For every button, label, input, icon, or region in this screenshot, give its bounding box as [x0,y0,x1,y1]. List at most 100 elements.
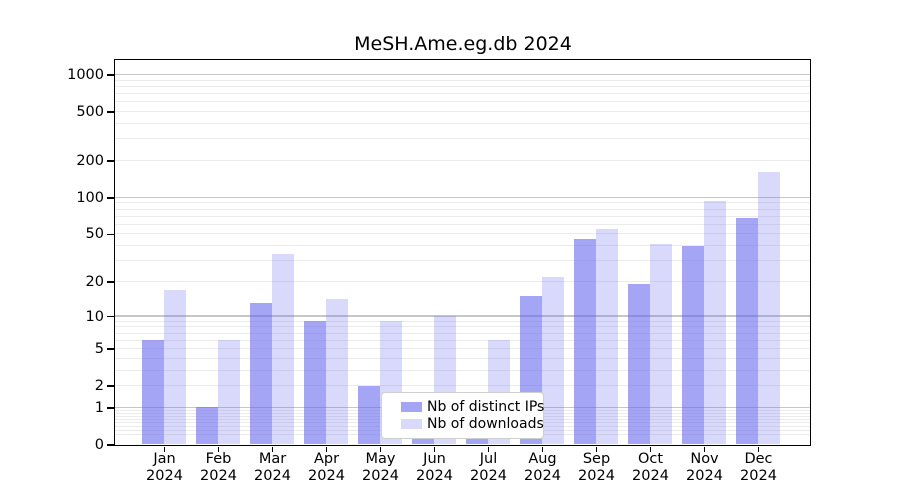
x-tick-label-apr: Apr 2024 [291,451,363,485]
month-label: Jun [423,451,446,467]
x-tick-oct [649,446,652,452]
gridline-minor-90 [114,202,810,204]
x-tick-label-jan: Jan 2024 [129,451,201,485]
y-tick-label-50: 50 [85,226,104,243]
gridline-minor-9 [114,320,810,322]
y-tick-100 [107,197,114,199]
bar-downloads-sep [596,228,618,445]
year-label: 2024 [146,468,183,484]
gridline-major-1000 [114,73,810,76]
y-tick-label-2: 2 [94,378,104,395]
x-tick-dec [757,446,760,452]
gridline-minor-700 [114,93,810,95]
plot-area [113,58,811,446]
legend-item-downloads: Nb of downloads [401,416,544,432]
year-label: 2024 [362,468,399,484]
month-label: Apr [313,451,340,467]
month-label: Feb [205,451,232,467]
gridline-minor-30 [114,260,810,262]
gridline-major-100 [114,196,810,198]
gridline-minor-70 [114,215,810,217]
y-tick-label-1000: 1000 [67,67,104,84]
x-tick-may [379,446,382,452]
x-tick-label-dec: Dec 2024 [723,451,795,485]
year-label: 2024 [416,468,453,484]
y-tick-1000 [107,74,114,76]
x-tick-label-may: May 2024 [345,451,417,485]
year-label: 2024 [524,468,561,484]
bar-distinct-ips-dec [736,217,758,445]
bar-downloads-mar [272,254,294,445]
gridline-minor-800 [114,85,810,87]
gridline-minor-20 [114,280,810,282]
gridline-minor-4 [114,357,810,359]
month-label: Dec [744,451,773,467]
x-tick-label-mar: Mar 2024 [237,451,309,485]
month-label: Jul [479,451,498,467]
x-tick-label-jun: Jun 2024 [399,451,471,485]
y-tick-10 [107,315,114,318]
year-label: 2024 [470,468,507,484]
y-tick-label-0: 0 [94,437,104,453]
x-tick-jan [163,446,166,452]
x-tick-aug [541,446,544,452]
x-tick-label-feb: Feb 2024 [183,451,255,485]
gridline-minor-900 [114,79,810,81]
chart-title: MeSH.Ame.eg.db 2024 [354,33,572,55]
gridline-minor-60 [114,223,810,225]
gridline-minor-200 [114,160,810,162]
y-tick-20 [107,281,114,283]
bar-downloads-oct [650,244,672,445]
month-label: Aug [528,451,557,467]
y-tick-label-1: 1 [94,399,104,416]
x-tick-label-sep: Sep 2024 [561,451,633,485]
gridline-minor-2 [114,385,810,387]
year-label: 2024 [308,468,345,484]
month-label: Sep [582,451,611,467]
y-tick-label-200: 200 [76,153,104,170]
x-tick-nov [703,446,706,452]
y-tick-label-20: 20 [85,273,104,290]
bar-distinct-ips-jan [142,340,164,445]
year-label: 2024 [632,468,669,484]
y-tick-50 [107,233,114,236]
bar-downloads-dec [758,172,780,445]
legend-swatch-distinct-ips [401,402,422,412]
gridline-minor-6 [114,339,810,341]
bar-downloads-jan [164,289,186,445]
y-tick-5 [107,348,114,350]
bar-distinct-ips-oct [628,284,650,445]
y-tick-0 [107,444,114,446]
bar-distinct-ips-sep [574,239,596,445]
month-label: Nov [690,451,719,467]
x-tick-jul [487,446,490,452]
year-label: 2024 [200,468,237,484]
gridline-minor-400 [114,123,810,125]
bar-distinct-ips-may [358,385,380,445]
gridline-major-10 [114,315,810,317]
month-label: Jan [153,451,176,467]
month-label: May [365,451,396,467]
gridline-minor-50 [114,233,810,235]
gridline-minor-5 [114,348,810,350]
x-tick-label-nov: Nov 2024 [669,451,741,485]
bar-distinct-ips-nov [682,245,704,445]
gridline-minor-80 [114,208,810,210]
legend: Nb of distinct IPs Nb of downloads [381,392,544,439]
gridline-minor-40 [114,245,810,247]
bar-downloads-aug [542,276,564,445]
y-tick-label-100: 100 [76,189,104,206]
x-tick-sep [595,446,598,452]
x-tick-apr [325,446,328,452]
y-tick-200 [107,160,114,162]
x-tick-feb [217,446,220,452]
x-tick-mar [271,446,274,452]
year-label: 2024 [740,468,777,484]
year-label: 2024 [686,468,723,484]
legend-swatch-downloads [401,419,422,429]
x-tick-jun [433,446,436,452]
bar-downloads-apr [326,299,348,445]
gridline-minor-7 [114,332,810,334]
bar-distinct-ips-feb [196,407,218,445]
